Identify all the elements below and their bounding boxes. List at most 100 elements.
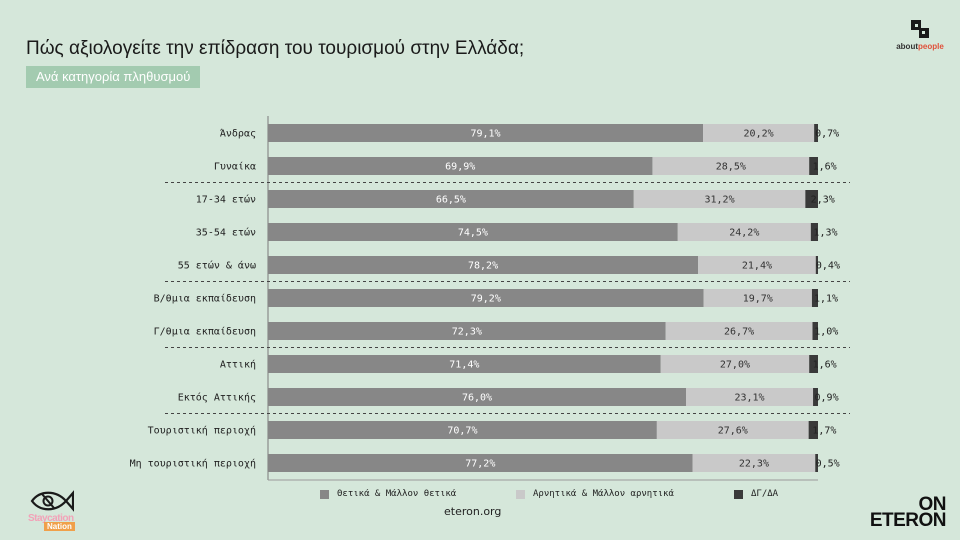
bar-dk: [812, 322, 818, 340]
chart-subtitle: Ανά κατηγορία πληθυσμού: [26, 66, 201, 88]
data-label-dk: 0,5%: [816, 459, 840, 470]
data-label-dk: 1,6%: [813, 162, 837, 173]
bar-negative: [660, 355, 810, 373]
staycation-text: Staycation: [28, 513, 74, 524]
bar-positive: [268, 190, 634, 208]
bar-positive: [268, 289, 704, 307]
data-label-positive: 79,2%: [471, 294, 501, 305]
bar-positive: [268, 454, 693, 472]
data-label-negative: 31,2%: [704, 195, 734, 206]
bar-negative: [698, 256, 816, 274]
category-label: Αττική: [220, 359, 256, 371]
legend-swatch-negative: [516, 489, 525, 499]
data-label-negative: 28,5%: [716, 162, 746, 173]
data-label-dk: 1,3%: [813, 228, 837, 239]
bar-dk: [814, 124, 818, 142]
bar-positive: [268, 421, 657, 439]
bar-negative: [692, 454, 816, 472]
legend-item-dk: ΔΓ/ΔΑ: [734, 489, 778, 499]
data-label-negative: 27,0%: [720, 360, 750, 371]
aboutpeople-logo-icon: [911, 20, 929, 38]
legend-label-negative: Αρνητικά & Μάλλον αρνητικά: [533, 489, 674, 499]
data-label-positive: 76,0%: [462, 393, 492, 404]
data-label-positive: 70,7%: [447, 426, 477, 437]
data-label-negative: 24,2%: [729, 228, 759, 239]
aboutpeople-logo: aboutpeople: [892, 18, 948, 51]
on-eteron-logo: ON ETERON: [858, 494, 947, 531]
data-label-negative: 22,3%: [739, 459, 769, 470]
data-label-positive: 72,3%: [452, 327, 482, 338]
source-link[interactable]: eteron.org: [444, 505, 502, 518]
legend-label-positive: Θετικά & Μάλλον θετικά: [337, 489, 457, 499]
data-label-dk: 1,0%: [814, 327, 838, 338]
bar-negative: [656, 421, 809, 439]
on-eteron-line1: ON: [918, 494, 947, 515]
bar-negative: [652, 157, 810, 175]
data-label-dk: 2,3%: [811, 195, 835, 206]
category-label: 35-54 ετών: [196, 227, 256, 239]
chart-legend: Θετικά & Μάλλον θετικά Αρνητικά & Μάλλον…: [320, 489, 820, 503]
legend-swatch-dk: [734, 489, 743, 499]
bar-dk: [809, 157, 818, 175]
data-label-positive: 74,5%: [458, 228, 488, 239]
legend-label-dk: ΔΓ/ΔΑ: [751, 489, 779, 499]
nation-text: Nation: [44, 522, 75, 531]
chart-title: Πώς αξιολογείτε την επίδραση του τουρισμ…: [26, 38, 525, 59]
bar-dk: [809, 355, 818, 373]
category-label: Μη τουριστική περιοχή: [130, 458, 256, 470]
category-label: Άνδρας: [220, 128, 256, 140]
staycation-nation-logo: Staycation Nation: [26, 488, 86, 532]
data-label-negative: 20,2%: [744, 129, 774, 140]
bar-dk: [815, 454, 818, 472]
bar-dk: [815, 256, 818, 274]
bar-positive: [268, 157, 653, 175]
data-label-positive: 79,1%: [470, 129, 500, 140]
data-label-positive: 78,2%: [468, 261, 498, 272]
fish-eye-icon: [30, 490, 74, 512]
data-label-negative: 27,6%: [718, 426, 748, 437]
bar-negative: [665, 322, 813, 340]
data-label-positive: 69,9%: [445, 162, 475, 173]
bar-negative: [703, 124, 815, 142]
category-label: Γυναίκα: [214, 161, 256, 173]
data-label-negative: 23,1%: [734, 393, 764, 404]
legend-item-positive: Θετικά & Μάλλον θετικά: [320, 489, 456, 499]
data-label-dk: 1,6%: [813, 360, 837, 371]
bar-dk: [805, 190, 818, 208]
data-label-positive: 66,5%: [436, 195, 466, 206]
bar-dk: [811, 289, 818, 307]
aboutpeople-logo-text: aboutpeople: [896, 42, 944, 51]
bar-positive: [268, 355, 661, 373]
data-label-negative: 19,7%: [743, 294, 773, 305]
bar-dk: [810, 223, 818, 241]
bar-negative: [686, 388, 814, 406]
category-label: Τουριστική περιοχή: [148, 425, 256, 437]
bar-negative: [703, 289, 812, 307]
legend-item-negative: Αρνητικά & Μάλλον αρνητικά: [516, 489, 674, 499]
bar-dk: [808, 421, 818, 439]
data-label-negative: 26,7%: [724, 327, 754, 338]
data-label-negative: 21,4%: [742, 261, 772, 272]
data-label-positive: 71,4%: [449, 360, 479, 371]
category-label: Εκτός Αττικής: [178, 392, 256, 404]
bar-negative: [677, 223, 811, 241]
category-label: Β/θμια εκπαίδευση: [154, 293, 256, 305]
data-label-dk: 1,1%: [814, 294, 838, 305]
bar-negative: [633, 190, 806, 208]
bar-positive: [268, 322, 666, 340]
data-label-dk: 0,4%: [816, 261, 840, 272]
legend-swatch-positive: [320, 489, 329, 499]
bar-positive: [268, 256, 699, 274]
category-label: Γ/θμια εκπαίδευση: [154, 326, 256, 338]
category-label: 55 ετών & άνω: [178, 260, 256, 272]
category-label: 17-34 ετών: [196, 194, 256, 206]
bar-dk: [813, 388, 818, 406]
on-eteron-line2: ETERON: [869, 510, 947, 531]
data-label-positive: 77,2%: [465, 459, 495, 470]
data-label-dk: 1,7%: [812, 426, 836, 437]
data-label-dk: 0,7%: [815, 129, 839, 140]
data-label-dk: 0,9%: [815, 393, 839, 404]
bar-positive: [268, 124, 704, 142]
bar-positive: [268, 388, 686, 406]
